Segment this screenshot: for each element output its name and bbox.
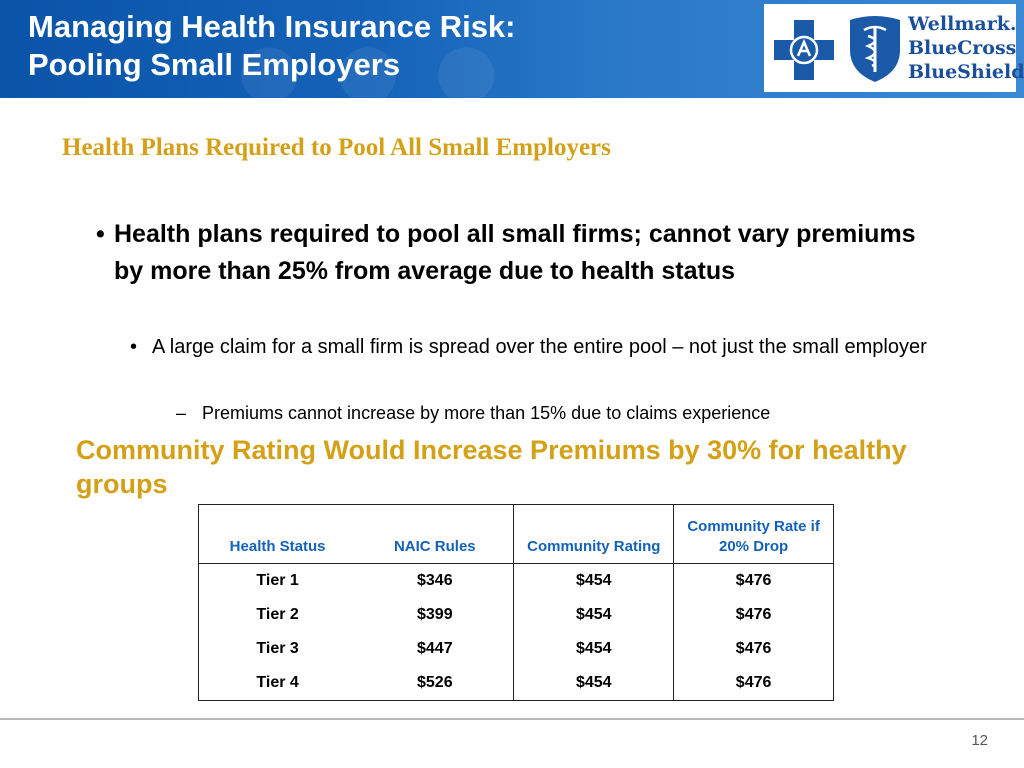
bullet-level-2-text: A large claim for a small firm is spread… bbox=[152, 336, 927, 358]
table-cell: Tier 3 bbox=[256, 640, 299, 658]
footer-divider bbox=[0, 718, 1024, 720]
logo-wordmark: Wellmark. BlueCross BlueShield bbox=[908, 12, 1024, 84]
table-cell: $454 bbox=[513, 632, 674, 667]
table-cell: $476 bbox=[673, 597, 834, 632]
blue-cross-icon bbox=[774, 20, 834, 80]
table-cell: $476 bbox=[673, 632, 834, 667]
slide-title: Managing Health Insurance Risk: Pooling … bbox=[28, 8, 628, 84]
bullet-level-1-text: Health plans required to pool all small … bbox=[114, 220, 916, 285]
table-cell: $526 bbox=[417, 674, 453, 692]
table-row: Tier 2 $399 $454 $476 bbox=[199, 597, 834, 632]
column-header: Community Rate if 20% Drop bbox=[673, 504, 834, 564]
bullet-dot-icon: • bbox=[130, 336, 138, 358]
table-cell: $447 bbox=[417, 640, 453, 658]
title-line-2: Pooling Small Employers bbox=[28, 47, 401, 82]
table-cell: $346 bbox=[417, 571, 453, 589]
logo-text-line-1: Wellmark. bbox=[908, 13, 1017, 35]
column-header: Community Rating bbox=[513, 504, 674, 564]
slide-header: ●●● Managing Health Insurance Risk: Pool… bbox=[0, 0, 1024, 98]
table-cell: $454 bbox=[513, 597, 674, 632]
title-line-1: Managing Health Insurance Risk: bbox=[28, 9, 516, 44]
blue-shield-icon bbox=[850, 16, 900, 82]
company-logo: Wellmark. BlueCross BlueShield bbox=[764, 4, 1024, 92]
section-heading: Community Rating Would Increase Premiums… bbox=[76, 435, 907, 499]
column-header: Health Status bbox=[198, 504, 357, 564]
table-cell: $476 bbox=[673, 563, 834, 598]
table-cell: $454 bbox=[513, 563, 674, 598]
table-row: Tier 1 $346 $454 $476 bbox=[199, 563, 834, 598]
table-cell: Tier 2 bbox=[256, 605, 299, 623]
premium-table: Health Status NAIC Rules Community Ratin… bbox=[198, 504, 834, 701]
bullet-level-1: • Health plans required to pool all smal… bbox=[96, 216, 936, 290]
table-cell: $399 bbox=[417, 605, 453, 623]
logo-text-line-3: BlueShield bbox=[908, 61, 1024, 83]
table-cell: $454 bbox=[513, 666, 674, 701]
table-cell: $476 bbox=[673, 666, 834, 701]
table-cell: Tier 1 bbox=[256, 571, 299, 589]
table-row: Tier 4 $526 $454 $476 bbox=[199, 666, 834, 701]
page-number: 12 bbox=[971, 732, 988, 749]
logo-text-line-2: BlueCross bbox=[908, 37, 1017, 59]
table-header-row: Health Status NAIC Rules Community Ratin… bbox=[198, 504, 834, 564]
bullet-dot-icon: • bbox=[96, 220, 105, 248]
table-cell: Tier 4 bbox=[256, 674, 299, 692]
column-header: NAIC Rules bbox=[356, 504, 514, 564]
bullet-level-3-text: Premiums cannot increase by more than 15… bbox=[202, 403, 771, 423]
bullet-level-2: • A large claim for a small firm is spre… bbox=[130, 333, 930, 362]
slide-subtitle: Health Plans Required to Pool All Small … bbox=[62, 134, 611, 161]
bullet-level-3: – Premiums cannot increase by more than … bbox=[176, 400, 936, 426]
header-watermark: ●●● bbox=[230, 0, 526, 98]
table-row: Tier 3 $447 $454 $476 bbox=[199, 632, 834, 667]
bullet-dash-icon: – bbox=[176, 403, 187, 423]
